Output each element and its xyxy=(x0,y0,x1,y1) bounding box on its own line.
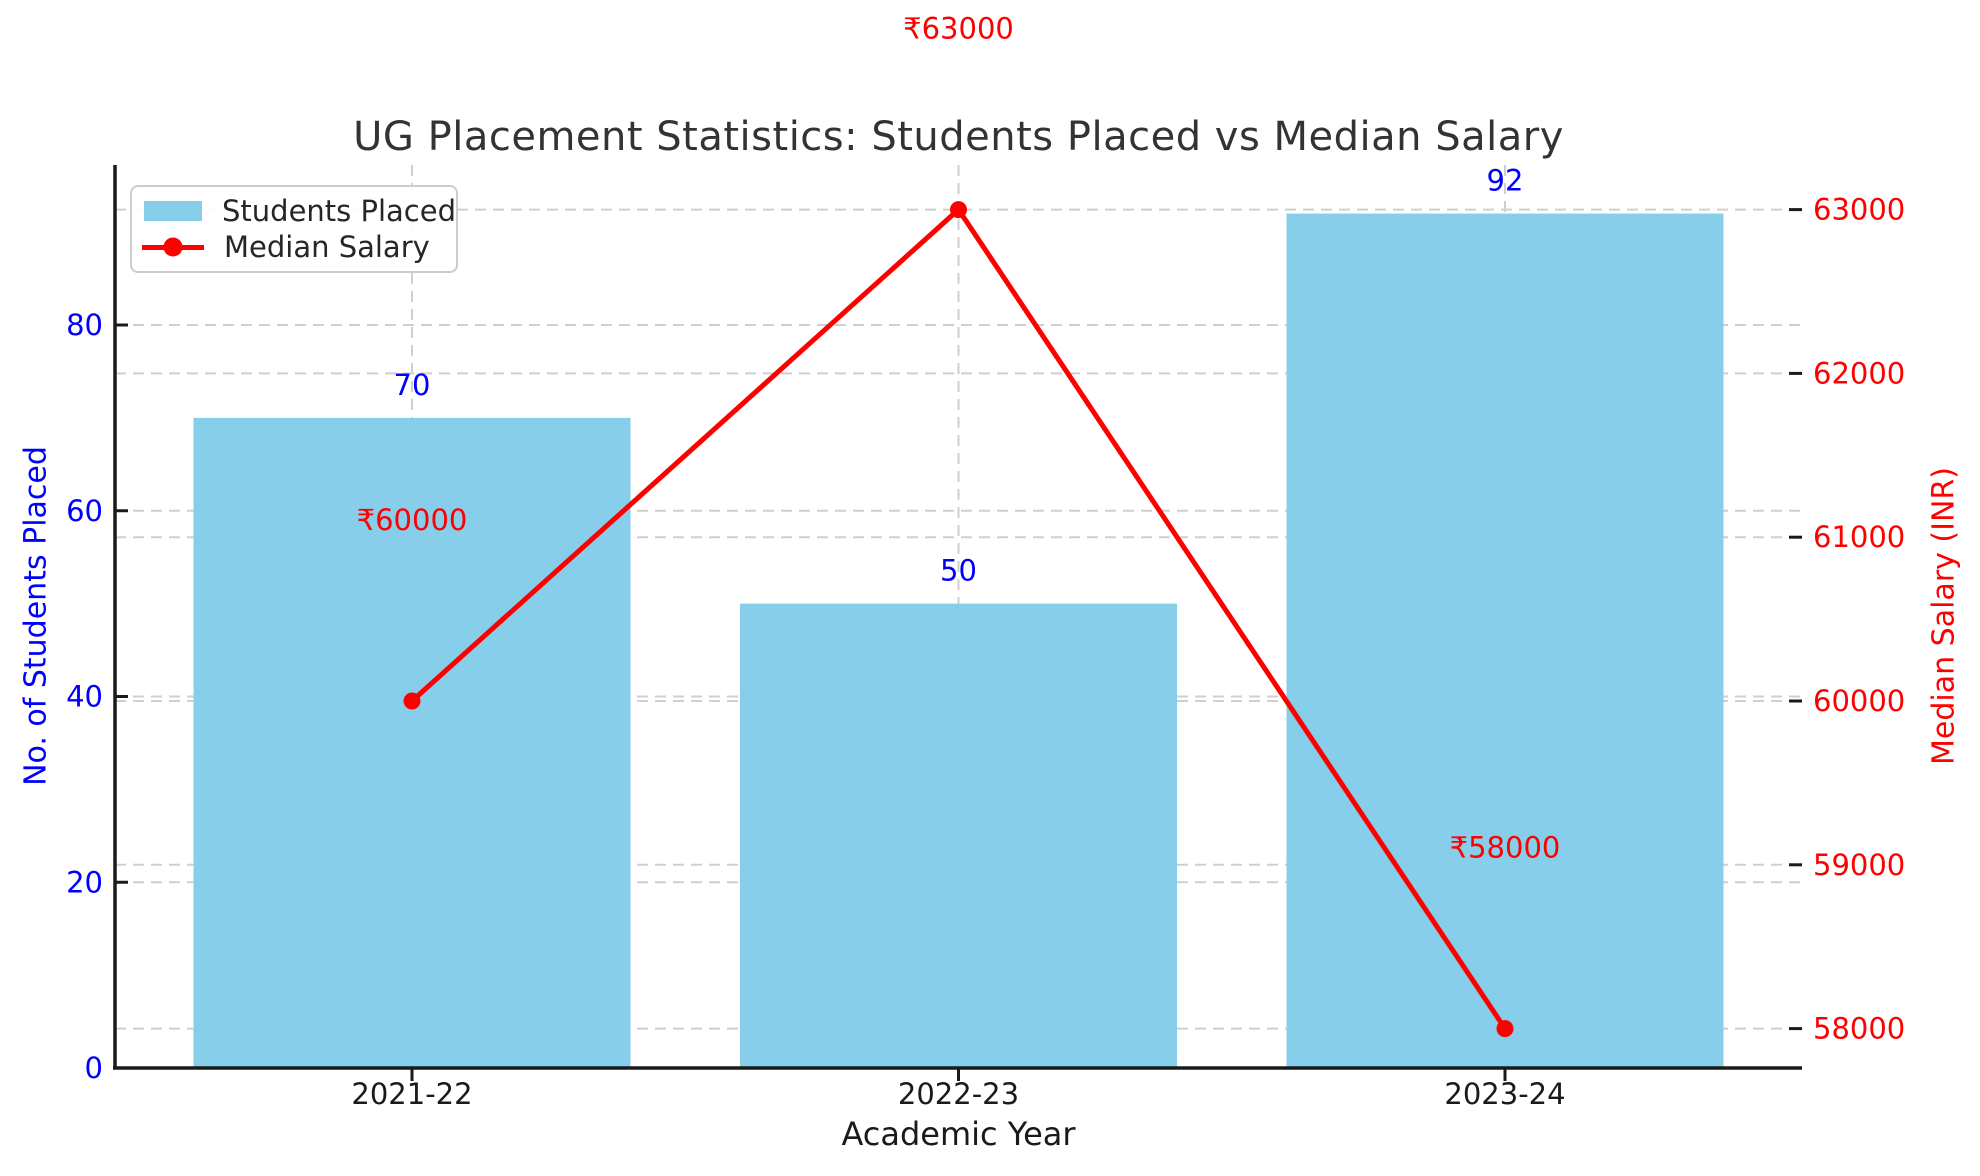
left-tick-label: 80 xyxy=(66,308,103,342)
x-tick-label: 2022-23 xyxy=(898,1077,1019,1111)
right-tick-label: 61000 xyxy=(1813,520,1905,554)
right-tick-label: 63000 xyxy=(1813,193,1905,227)
legend-item-median-salary: Median Salary xyxy=(132,230,456,264)
legend-label-students-placed: Students Placed xyxy=(222,194,456,228)
legend-label-median-salary: Median Salary xyxy=(224,230,430,264)
left-axis-label: No. of Students Placed xyxy=(18,446,54,786)
left-tick-label: 60 xyxy=(66,494,103,528)
salary-value-label: ₹58000 xyxy=(1450,831,1561,865)
left-tick-label: 20 xyxy=(66,865,103,899)
salary-value-label: ₹63000 xyxy=(903,12,1014,46)
chart-title: UG Placement Statistics: Students Placed… xyxy=(353,114,1564,160)
x-axis-label: Academic Year xyxy=(841,1115,1076,1153)
legend: Students Placed Median Salary xyxy=(130,185,458,273)
x-tick-label: 2021-22 xyxy=(351,1077,472,1111)
bar-value-label: 50 xyxy=(940,554,977,588)
median-salary-point xyxy=(1496,1020,1514,1038)
bar-swatch-icon xyxy=(144,201,202,221)
left-tick-label: 40 xyxy=(66,680,103,714)
median-salary-point xyxy=(950,201,967,219)
bar-value-label: 70 xyxy=(394,368,431,402)
bar-2021-22 xyxy=(193,417,631,1068)
right-tick-label: 59000 xyxy=(1813,848,1905,882)
bar-2023-24 xyxy=(1286,213,1724,1069)
bar-2022-23 xyxy=(740,603,1177,1068)
right-axis-label: Median Salary (INR) xyxy=(1926,467,1962,765)
line-marker-swatch-icon xyxy=(142,237,204,257)
right-tick-label: 62000 xyxy=(1813,356,1905,390)
bar-value-label: 92 xyxy=(1487,164,1524,198)
right-tick-label: 60000 xyxy=(1813,684,1905,718)
salary-value-label: ₹60000 xyxy=(357,503,468,537)
x-tick-label: 2023-24 xyxy=(1444,1077,1565,1111)
legend-item-students-placed: Students Placed xyxy=(132,194,456,228)
right-tick-label: 58000 xyxy=(1813,1012,1905,1046)
left-tick-label: 0 xyxy=(85,1051,103,1085)
median-salary-point xyxy=(403,692,421,710)
